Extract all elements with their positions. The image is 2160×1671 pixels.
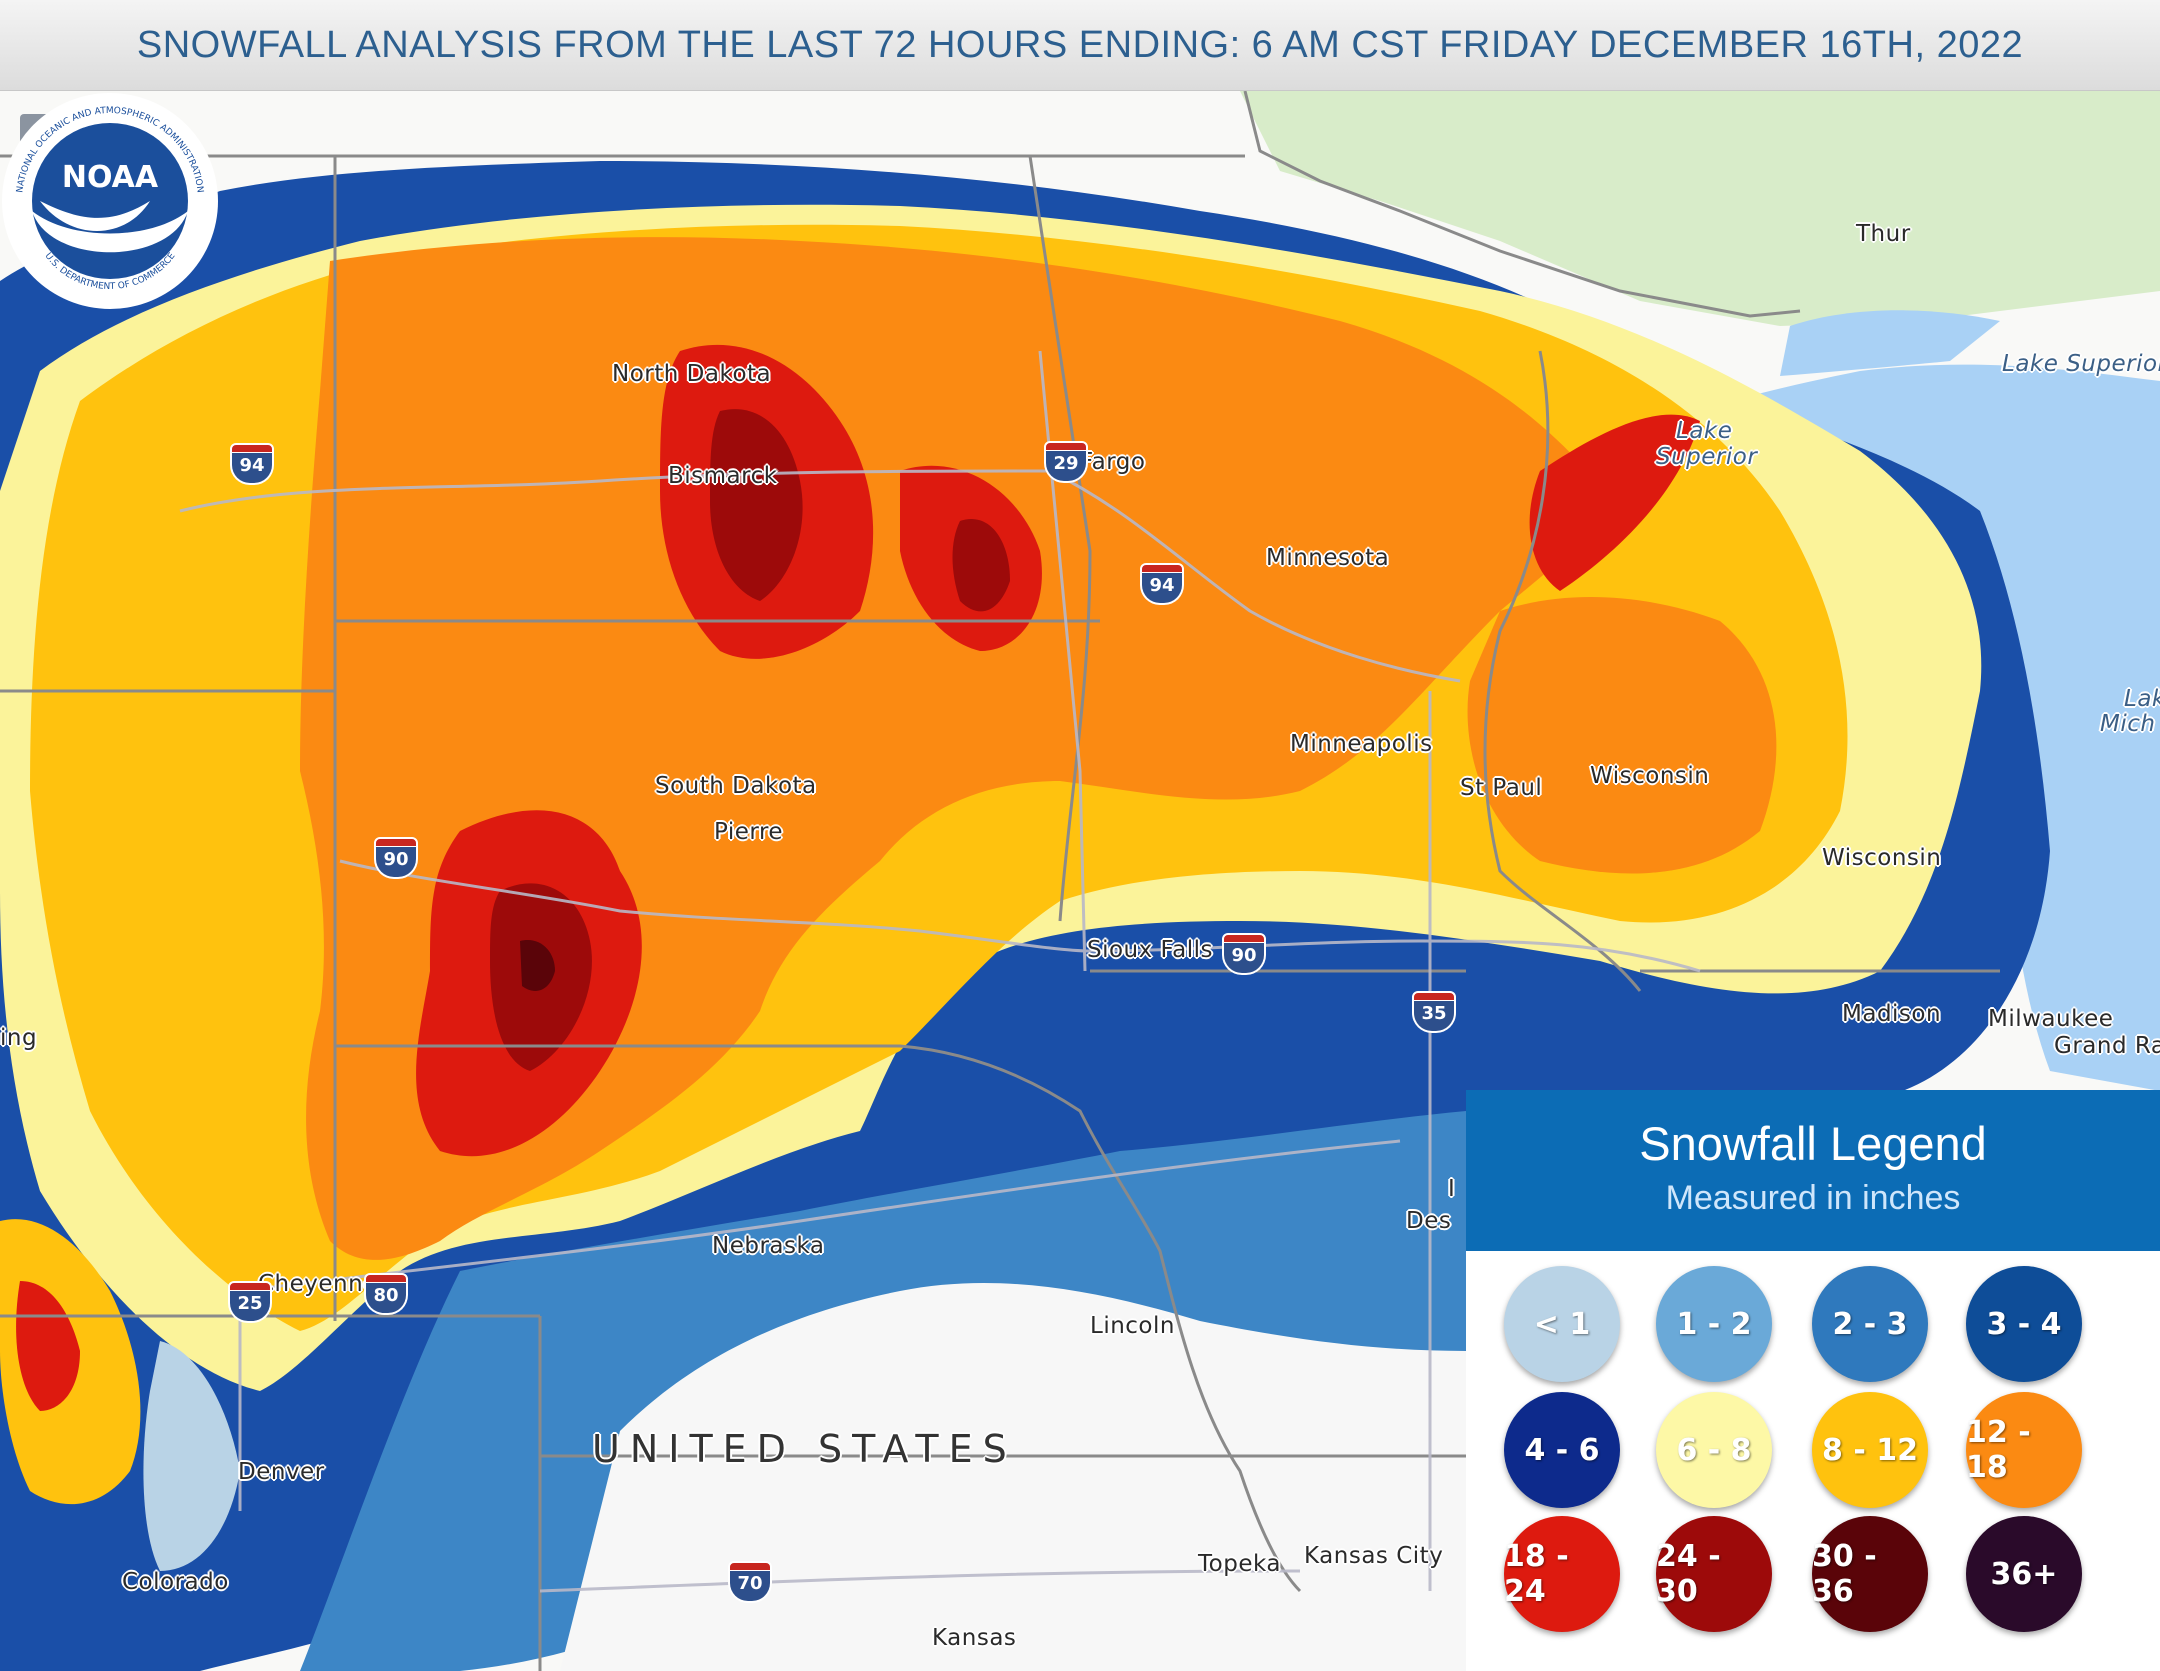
interstate-94-west-shield: 94 (230, 443, 274, 487)
snow-band-under-1-co (143, 1341, 240, 1571)
interstate-94 (179, 469, 1461, 683)
map-title: SNOWFALL ANALYSIS FROM THE LAST 72 HOURS… (136, 23, 2024, 66)
border-mn-ontario (1243, 91, 1801, 318)
label-st-paul: St Paul (1460, 775, 1543, 801)
label-lake-superior-a: Lake (1676, 418, 1733, 444)
label-topeka: Topeka (1198, 1551, 1281, 1577)
legend-swatch: 18 - 24 (1504, 1516, 1620, 1632)
snowfall-map-canvas (0, 91, 2160, 1671)
label-des-moines: Des (1406, 1208, 1452, 1234)
border-mn-wi (1483, 350, 1642, 992)
snowfall-map[interactable]: + − North Dakota Bismarck Fargo Minnesot… (0, 91, 2160, 1671)
label-minnesota: Minnesota (1266, 545, 1390, 571)
label-minneapolis: Minneapolis (1290, 731, 1433, 757)
label-thunder-bay: Thur (1856, 221, 1911, 247)
legend-swatch: 12 - 18 (1966, 1392, 2082, 1508)
legend-swatch: 2 - 3 (1812, 1266, 1928, 1382)
interstate-80 (239, 1139, 1401, 1293)
noaa-logo: NOAA NATIONAL OCEANIC AND ATMOSPHERIC AD… (2, 93, 218, 309)
noaa-logo-wave (32, 211, 188, 253)
map-title-bar: SNOWFALL ANALYSIS FROM THE LAST 72 HOURS… (0, 0, 2160, 91)
legend-swatch: 1 - 2 (1656, 1266, 1772, 1382)
legend-swatch: 36+ (1966, 1516, 2082, 1632)
interstate-29 (1038, 350, 1087, 972)
legend-swatch: < 1 (1504, 1266, 1620, 1382)
interstate-roads (179, 350, 1701, 1593)
legend-swatch: 3 - 4 (1966, 1266, 2082, 1382)
snowfall-legend: Snowfall Legend Measured in inches < 1 1 … (1466, 1090, 2160, 1671)
label-nebraska: Nebraska (712, 1233, 825, 1259)
label-lincoln: Lincoln (1090, 1313, 1175, 1339)
snow-band-24-30-nd (710, 409, 803, 601)
label-lake-michigan-a: Lak (2124, 686, 2160, 712)
interstate-70-shield: 70 (728, 1561, 772, 1605)
label-iowa-partial: I (1448, 1176, 1456, 1202)
label-wyoming-partial: ing (0, 1025, 38, 1051)
noaa-logo-text: NOAA (62, 160, 159, 195)
canada-land (1240, 91, 2160, 326)
interstate-94-mn-shield: 94 (1140, 563, 1184, 607)
legend-swatch: 6 - 8 (1656, 1392, 1772, 1508)
label-pierre: Pierre (714, 819, 784, 845)
label-wisconsin-south: Wisconsin (1822, 845, 1942, 871)
noaa-logo-bird (40, 201, 150, 231)
snow-band-18-24-mn (1529, 414, 1700, 591)
snow-band-24-30-nd-east (952, 519, 1010, 612)
label-lake-superior-b: Superior (1656, 444, 1758, 470)
label-north-dakota: North Dakota (612, 361, 772, 387)
legend-subtitle: Measured in inches (1665, 1179, 1961, 1217)
label-wisconsin-north: Wisconsin (1590, 763, 1710, 789)
legend-header: Snowfall Legend Measured in inches (1466, 1090, 2160, 1251)
label-united-states: UNITED STATES (592, 1427, 1017, 1471)
interstate-90-sd-shield: 90 (374, 837, 418, 881)
label-south-dakota: South Dakota (655, 773, 817, 799)
lake-superior-east (1780, 310, 2000, 376)
noaa-logo-disc (32, 123, 188, 279)
legend-title: Snowfall Legend (1639, 1117, 1987, 1170)
label-milwaukee: Milwaukee (1988, 1006, 2114, 1032)
interstate-25-shield: 25 (228, 1281, 272, 1325)
label-cheyenne: Cheyenne (258, 1271, 378, 1297)
label-bismarck: Bismarck (668, 463, 778, 489)
snow-band-18-24-co (16, 1281, 81, 1411)
label-kansas: Kansas (932, 1625, 1017, 1651)
label-lake-superior-east: Lake Superior (2002, 351, 2160, 377)
label-fargo: Fargo (1080, 449, 1146, 475)
legend-swatch: 8 - 12 (1812, 1392, 1928, 1508)
interstate-90-mn-shield: 90 (1222, 933, 1266, 977)
no-snow-area (560, 1282, 1466, 1671)
snow-band-12-18-wi (1467, 597, 1777, 874)
label-grand-rapids: Grand Ra (2054, 1033, 2160, 1059)
interstate-70 (539, 1569, 1301, 1593)
label-madison: Madison (1842, 1001, 1942, 1027)
label-colorado: Colorado (122, 1569, 229, 1595)
interstate-90 (339, 859, 1701, 973)
legend-swatch: 4 - 6 (1504, 1392, 1620, 1508)
interstate-35-shield: 35 (1412, 991, 1456, 1035)
label-kansas-city: Kansas City (1304, 1543, 1444, 1569)
label-lake-michigan-b: Mich (2100, 711, 2156, 737)
interstate-80-shield: 80 (364, 1273, 408, 1317)
border-sd-ne-ia (335, 1044, 1302, 1593)
border-nd-mn (1028, 155, 1092, 922)
label-denver: Denver (238, 1459, 325, 1485)
label-sioux-falls: Sioux Falls (1087, 937, 1214, 963)
snow-band-30-36-sd (520, 940, 555, 991)
legend-swatch: 30 - 36 (1812, 1516, 1928, 1632)
legend-swatch: 24 - 30 (1656, 1516, 1772, 1632)
interstate-29-shield: 29 (1044, 441, 1088, 485)
